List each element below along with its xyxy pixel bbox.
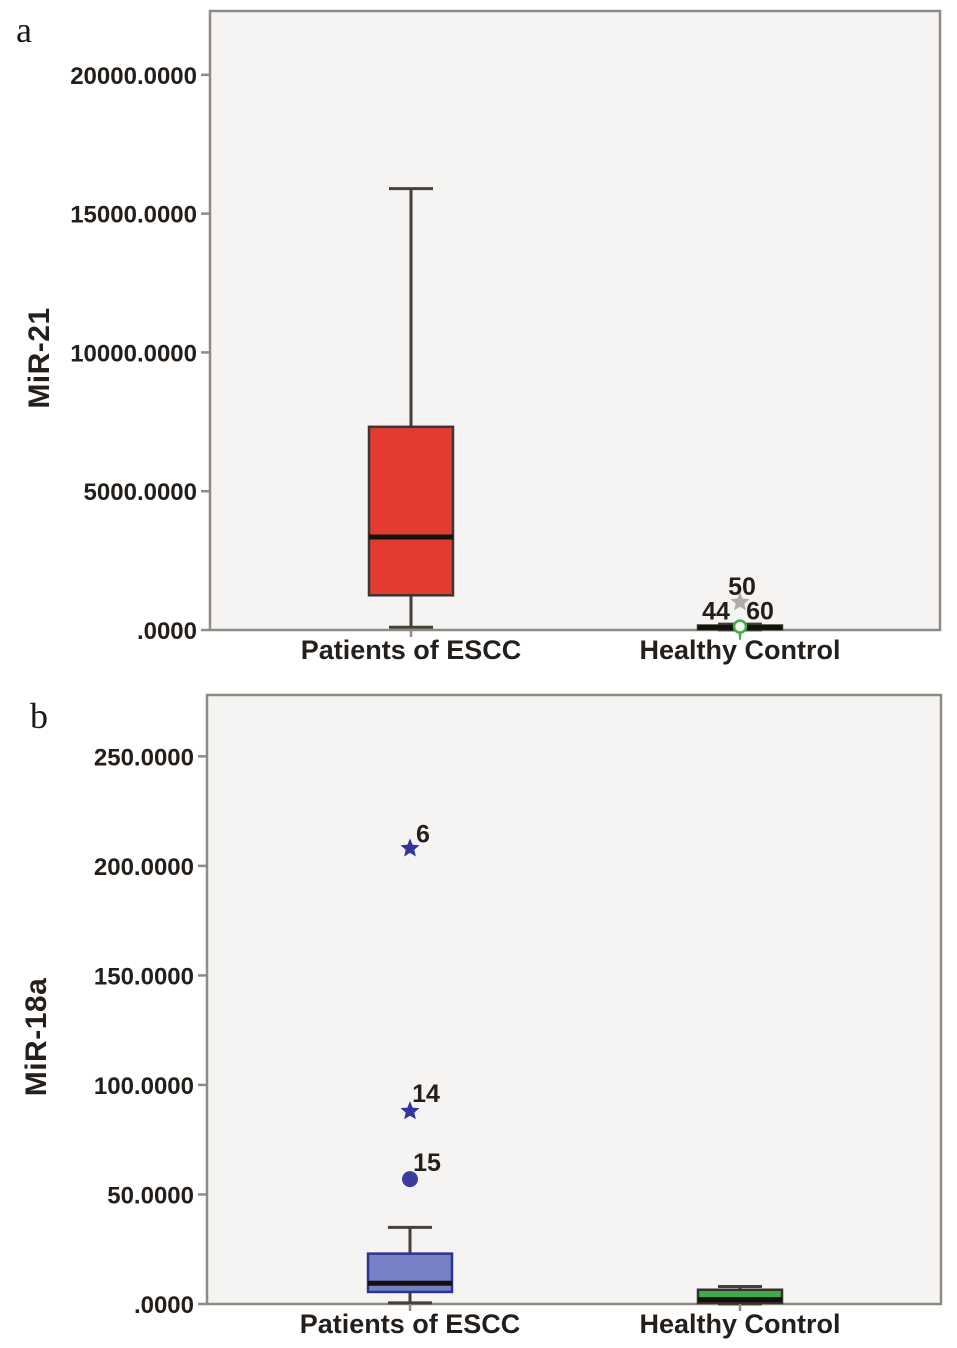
- y-tick-label: 5000.0000: [84, 479, 197, 506]
- panel-a: a MiR-21 .0000 5000.0000 10000.0000 15000.0…: [16, 9, 942, 665]
- panel-letter-a: a: [16, 10, 32, 50]
- y-tick-label: 200.0000: [94, 854, 194, 881]
- y-tick-label: 10000.0000: [70, 340, 197, 367]
- y-tick-label: 20000.0000: [70, 63, 197, 90]
- outlier-star-marker: [730, 592, 750, 611]
- panel-letter-b: b: [30, 696, 48, 736]
- y-tick-label: 50.0000: [107, 1182, 194, 1209]
- y-tick-label: .0000: [137, 618, 197, 645]
- outlier-star-marker: [400, 838, 420, 857]
- boxplot-svg-b: .0000 50.0000 100.0000 150.0000 200.0000 250.…: [94, 693, 943, 1339]
- outlier-case-label: 60: [746, 598, 774, 626]
- y-tick-label: 150.0000: [94, 963, 194, 990]
- panel-b: b MiR-18a .0000 50.0000 100.0000 150.0000 20…: [0, 680, 957, 1348]
- category-label: Patients of ESCC: [301, 635, 522, 665]
- outlier-case-label: 50: [728, 573, 756, 601]
- category-label: Patients of ESCC: [300, 1309, 521, 1339]
- outlier-circle-marker: [732, 619, 748, 634]
- category-label: Healthy Control: [639, 1309, 840, 1339]
- outlier-case-label: 14: [412, 1080, 440, 1108]
- y-tick-label: 250.0000: [94, 744, 194, 771]
- iqr-box: [366, 1252, 454, 1294]
- outlier-star-marker: [400, 1101, 420, 1120]
- outlier-case-label: 6: [416, 820, 430, 848]
- category-label: Healthy Control: [639, 635, 840, 665]
- iqr-box: [367, 425, 455, 597]
- boxplot-svg-a: .0000 5000.0000 10000.0000 15000.0000 20000.…: [70, 9, 942, 665]
- outlier-case-label: 15: [413, 1149, 441, 1177]
- plot-frame: [208, 9, 942, 632]
- plot-frame: [205, 693, 943, 1306]
- y-tick-label: 15000.0000: [70, 202, 197, 229]
- outlier-dot-marker: [402, 1171, 418, 1188]
- outlier-case-label: 44: [702, 598, 730, 626]
- y-tick-label: .0000: [134, 1292, 194, 1319]
- y-tick-label: 100.0000: [94, 1073, 194, 1100]
